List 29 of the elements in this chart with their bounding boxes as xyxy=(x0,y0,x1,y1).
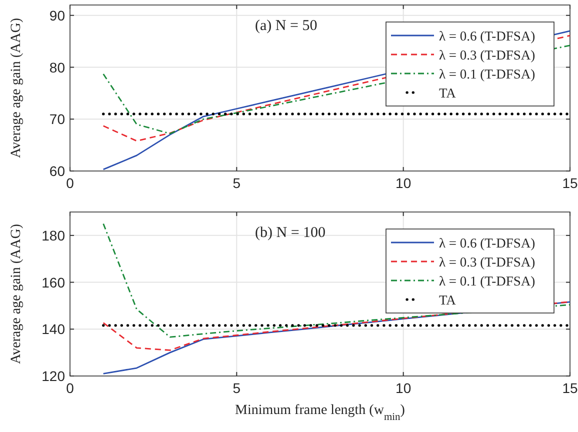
x-tick-label: 0 xyxy=(66,380,74,396)
y-tick-label: 70 xyxy=(49,111,66,128)
y-tick-label: 80 xyxy=(49,59,66,76)
y-tick-label: 60 xyxy=(49,163,66,179)
legend-label: λ = 0.6 (T-DFSA) xyxy=(439,28,536,44)
y-axis-title: Average age gain (AAG) xyxy=(9,18,24,158)
y-tick-label: 90 xyxy=(49,7,66,24)
x-tick-label: 5 xyxy=(232,380,241,396)
y-tick-label: 160 xyxy=(42,274,66,290)
annotation: (b) N = 100 xyxy=(255,225,326,241)
legend-label: TA xyxy=(439,292,456,308)
x-tick-label: 15 xyxy=(562,175,578,191)
legend-label: λ = 0.3 (T-DFSA) xyxy=(439,48,536,62)
y-tick-label: 140 xyxy=(42,321,66,338)
x-axis-title: Minimum frame length (w$_{min}$) xyxy=(235,403,406,422)
x-tick-label: 15 xyxy=(562,380,578,396)
x-tick-label: 10 xyxy=(396,380,412,396)
legend-label: TA xyxy=(439,86,456,100)
legend-label: λ = 0.3 (T-DFSA) xyxy=(439,254,536,270)
y-axis-title: Average age gain (AAG) xyxy=(9,224,24,364)
y-tick-label: 120 xyxy=(42,368,66,384)
x-tick-label: 5 xyxy=(232,175,241,191)
legend-label: λ = 0.1 (T-DFSA) xyxy=(439,66,536,82)
legend-label: λ = 0.1 (T-DFSA) xyxy=(439,274,536,288)
x-tick-label: 10 xyxy=(396,175,412,191)
y-tick-label: 180 xyxy=(42,227,66,244)
annotation: (a) N = 50 xyxy=(255,18,318,34)
x-tick-label: 0 xyxy=(66,175,74,191)
legend-label: λ = 0.6 (T-DFSA) xyxy=(439,236,536,250)
